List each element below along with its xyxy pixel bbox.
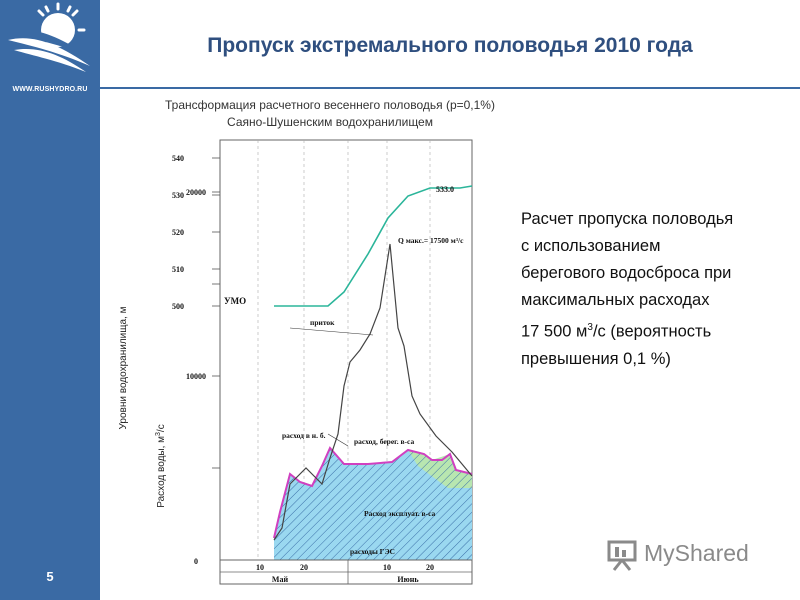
peak-level-label: 533.0: [436, 185, 454, 194]
chart-subtitle-line1: Трансформация расчетного весеннего полов…: [165, 98, 495, 112]
description-line: с использованием: [521, 237, 661, 255]
inflow-leader: [289, 327, 374, 336]
q-max-label: Q макс.= 17500 м³/с: [398, 236, 464, 245]
sidebar: WWW.RUSHYDRO.RU 5: [0, 0, 100, 600]
umo-label: УМО: [224, 296, 246, 306]
downstream-flow-line: [273, 446, 473, 539]
title-divider: [100, 87, 800, 89]
month-label-may: Май: [272, 575, 289, 584]
operational-spill-label: Расход эксплуат. в-са: [364, 509, 436, 518]
site-url[interactable]: WWW.RUSHYDRO.RU: [12, 86, 88, 93]
level-tick-label: 500: [172, 302, 184, 311]
page-title: Пропуск экстремального половодья 2010 го…: [207, 34, 693, 57]
y-axis-level-label: Уровни водохранилища, м: [118, 306, 129, 429]
flow-tick-labels: 20000 10000 0: [186, 188, 220, 566]
level-tick-labels: 540 530 520 510 500: [172, 154, 220, 311]
description-line: берегового водосброса при: [521, 264, 732, 282]
description-text: Расчет пропуска половодья с использовани…: [521, 206, 791, 373]
x-tick-label: 10: [383, 563, 391, 572]
watermark-text: MyShared: [644, 540, 749, 566]
month-label-june: Июнь: [397, 575, 419, 584]
shore-spill-label: расход, берег. в-са: [354, 437, 414, 446]
chart-subtitle-line2: Саяно-Шушенским водохранилищем: [227, 115, 433, 129]
y-axis-flow-label: Расход воды, м3/с: [155, 424, 167, 507]
x-tick-label: 20: [426, 563, 434, 572]
operational-spill-hatch: [274, 448, 472, 560]
level-tick-label: 530: [172, 191, 184, 200]
flow-tick-label: 10000: [186, 372, 206, 381]
x-tick-label: 10: [256, 563, 264, 572]
rushydro-logo-icon: [6, 2, 92, 72]
description-line: Расчет пропуска половодья: [521, 210, 734, 228]
watermark[interactable]: MyShared: [604, 534, 774, 574]
downstream-label: расход в н. б.: [282, 431, 326, 440]
slide-number: 5: [46, 569, 54, 584]
level-tick-label: 540: [172, 154, 184, 163]
description-value-line: 17 500 м3/с (вероятность: [521, 322, 712, 341]
flood-chart: Уровни водохранилища, м Расход воды, м3/…: [118, 139, 473, 585]
description-line: максимальных расходах: [521, 291, 710, 309]
flow-tick-label: 0: [194, 557, 198, 566]
level-tick-label: 520: [172, 228, 184, 237]
downstream-leader: [327, 433, 349, 447]
description-line: превышения 0,1 %): [521, 349, 671, 368]
flow-tick-label: 20000: [186, 188, 206, 197]
level-tick-label: 510: [172, 265, 184, 274]
chart-subtitle: Трансформация расчетного весеннего полов…: [130, 97, 530, 131]
hpp-flow-label: расходы ГЭС: [350, 547, 395, 556]
presentation-board-icon: [607, 540, 637, 571]
inflow-line: [273, 243, 473, 541]
reservoir-level-line: [274, 185, 473, 307]
x-tick-label: 20: [300, 563, 308, 572]
inflow-label: приток: [310, 318, 335, 327]
